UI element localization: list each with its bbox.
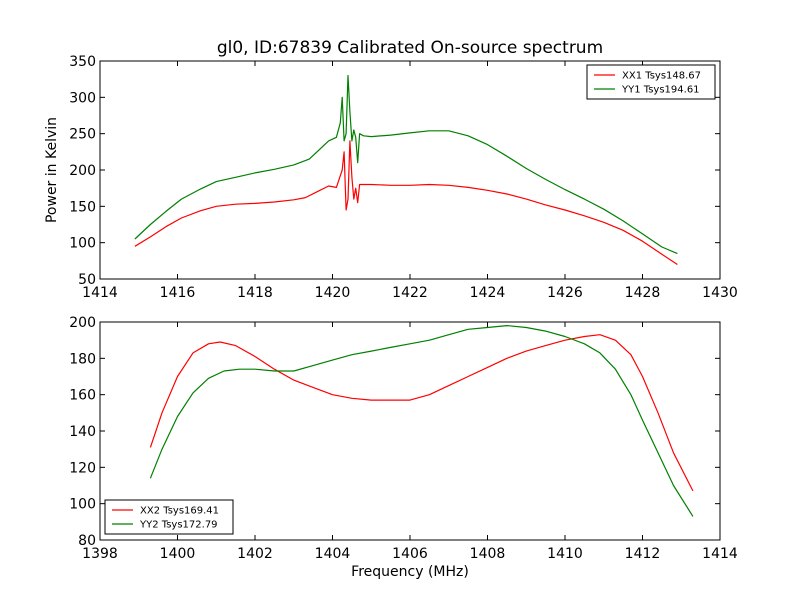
y-tick-label: 160 [69, 388, 96, 404]
x-tick-label: 1420 [315, 285, 351, 301]
legend-label: XX2 Tsys169.41 [140, 506, 219, 517]
y-tick-label: 50 [78, 272, 96, 288]
y-tick-label: 140 [69, 424, 96, 440]
x-tick-label: 1428 [625, 285, 661, 301]
x-tick-label: 1408 [470, 546, 506, 562]
x-tick-label: 1410 [547, 546, 583, 562]
legend-label: YY2 Tsys172.79 [139, 520, 218, 531]
x-tick-label: 1398 [82, 546, 118, 562]
legend: XX2 Tsys169.41 YY2 Tsys172.79 [104, 499, 234, 535]
x-tick-label: 1404 [315, 546, 351, 562]
x-tick-label: 1422 [392, 285, 428, 301]
x-tick-label: 1414 [702, 546, 738, 562]
chart-title: gl0, ID:67839 Calibrated On-source spect… [217, 38, 603, 58]
y-tick-label: 350 [69, 54, 96, 70]
x-tick-label: 1406 [392, 546, 428, 562]
y-axis-label-top: Power in Kelvin [44, 117, 60, 223]
x-tick-label: 1426 [547, 285, 583, 301]
bottom-panel: 1398 1400 1402 1404 1406 1408 1410 1412 1414 80 10… [69, 315, 738, 562]
x-tick-label: 1424 [470, 285, 506, 301]
y-tick-label: 150 [69, 199, 96, 215]
legend-box [586, 64, 716, 100]
x-tick-label: 1430 [702, 285, 738, 301]
y-tick-label: 200 [69, 163, 96, 179]
y-tick-label: 100 [69, 236, 96, 252]
x-tick-label: 1414 [82, 285, 118, 301]
x-tick-label: 1416 [160, 285, 196, 301]
legend: XX1 Tsys148.67 YY1 Tsys194.61 [586, 64, 716, 100]
series-line-1-2 [134, 74, 678, 255]
series-line-1-1 [134, 140, 678, 266]
y-tick-label: 250 [69, 127, 96, 143]
y-tick-label: 200 [69, 315, 96, 331]
x-tick-label: 1402 [237, 546, 273, 562]
y-tick-label: 300 [69, 90, 96, 106]
x-axis-label-bottom: Frequency (MHz) [351, 564, 469, 580]
x-tick-label: 1418 [237, 285, 273, 301]
y-tick-label: 180 [69, 351, 96, 367]
x-tick-label: 1412 [625, 546, 661, 562]
y-tick-label: 120 [69, 460, 96, 476]
legend-box [104, 499, 234, 535]
y-tick-label: 100 [69, 497, 96, 513]
legend-label: XX1 Tsys148.67 [622, 71, 701, 82]
series-line-2-2 [149, 325, 694, 517]
series-line-2-1 [149, 334, 694, 492]
y-tick-label: 80 [78, 533, 96, 549]
legend-label: YY1 Tsys194.61 [621, 85, 700, 96]
x-tick-label: 1400 [160, 546, 196, 562]
top-panel: 1414 1416 1418 1420 1422 1424 1426 1428 1430 50 10… [69, 54, 738, 301]
